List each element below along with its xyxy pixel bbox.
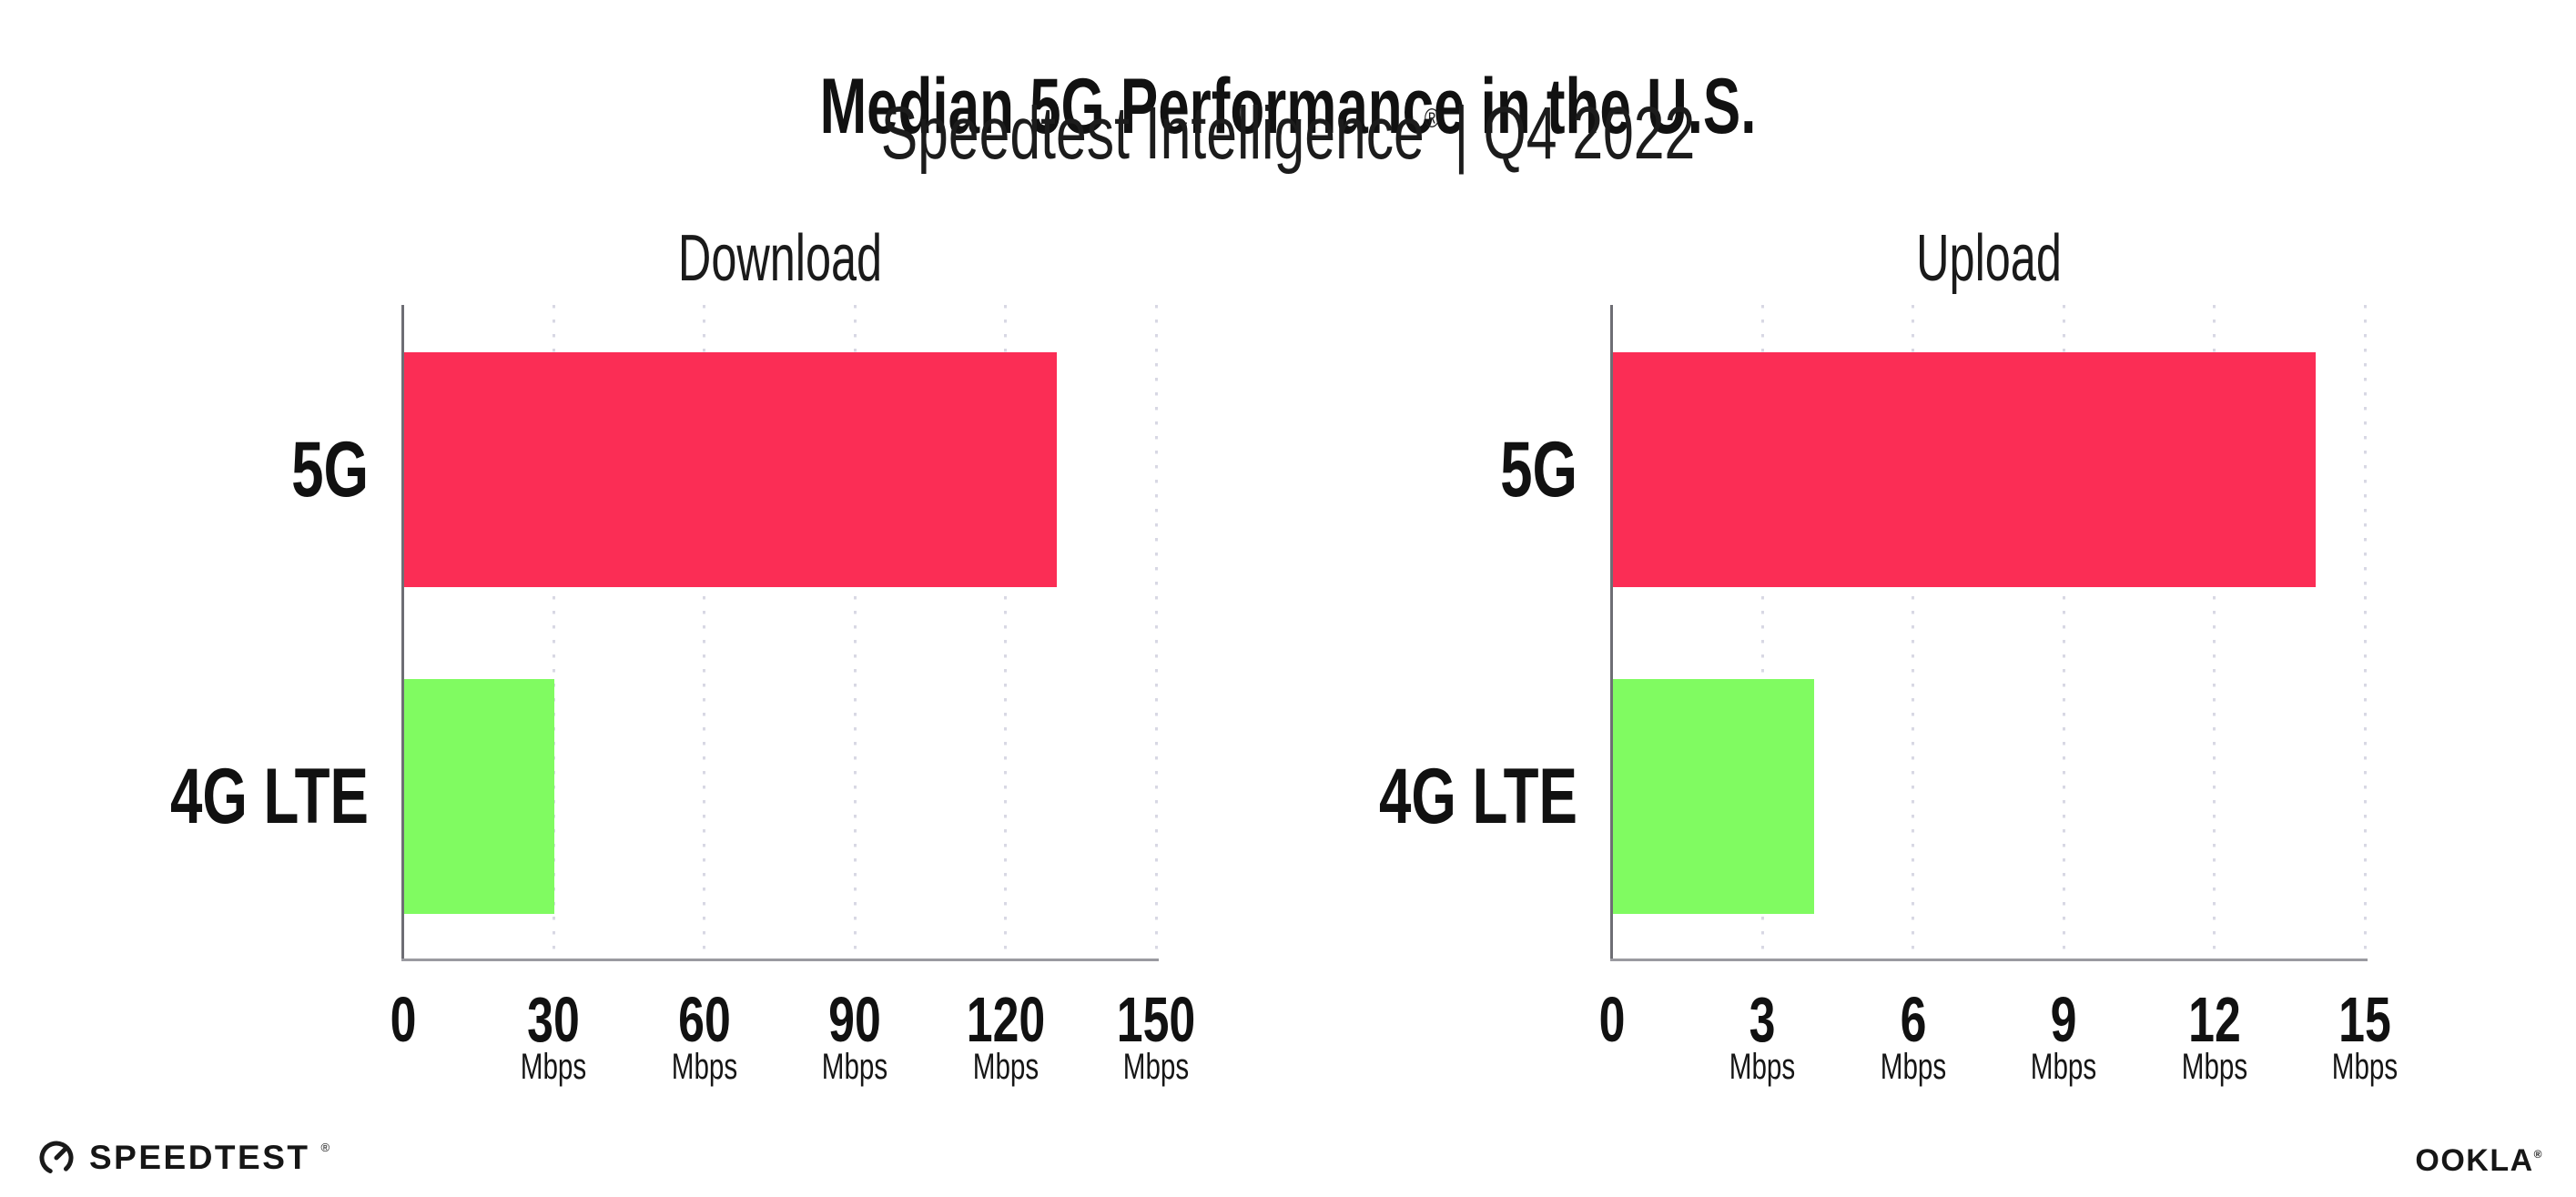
ookla-registered-mark: ®: [2533, 1148, 2543, 1161]
x-tick-3: 3: [1749, 984, 1776, 1055]
x-tick-unit-15: Mbps: [2331, 1047, 2399, 1087]
plot-area-download: [401, 305, 1159, 961]
ookla-wordmark: OOKLA: [2415, 1143, 2534, 1178]
chart-title-upload: Upload: [1915, 222, 2062, 295]
x-tick-unit-60: Mbps: [671, 1047, 737, 1087]
ookla-logo: OOKLA®: [2415, 1143, 2543, 1179]
gridline-3: [1760, 305, 1764, 959]
x-tick-15: 15: [2338, 984, 2391, 1055]
y-axis: [1610, 305, 1613, 960]
x-axis: [401, 959, 1159, 961]
x-tick-30: 30: [527, 984, 581, 1055]
bar-5g: [1613, 352, 2316, 587]
subtitle-divider: |: [1454, 92, 1469, 175]
gridline-12: [2213, 305, 2216, 959]
page-subtitle: Speedtest Intelligence® | Q4 2022: [880, 92, 1696, 175]
category-label-5g: 5G: [291, 426, 369, 513]
gridline-6: [1912, 305, 1915, 959]
chart-title-download: Download: [677, 222, 882, 295]
x-tick-unit-3: Mbps: [1729, 1047, 1796, 1087]
x-tick-12: 12: [2187, 984, 2241, 1055]
bar-5g: [404, 352, 1057, 587]
category-label-4g-lte: 4G LTE: [1378, 753, 1577, 840]
category-label-5g: 5G: [1500, 426, 1577, 513]
x-tick-unit-30: Mbps: [521, 1047, 587, 1087]
gridline-60: [703, 305, 706, 959]
x-tick-unit-150: Mbps: [1122, 1047, 1190, 1087]
x-tick-0: 0: [390, 984, 417, 1055]
x-tick-120: 120: [966, 984, 1045, 1055]
x-tick-unit-9: Mbps: [2030, 1047, 2097, 1087]
speedtest-logo: SPEEDTEST ®: [36, 1138, 331, 1178]
x-tick-150: 150: [1116, 984, 1196, 1055]
x-tick-60: 60: [677, 984, 731, 1055]
x-tick-unit-6: Mbps: [1880, 1047, 1946, 1087]
gridline-9: [2062, 305, 2065, 959]
x-tick-90: 90: [828, 984, 882, 1055]
subtitle-period: Q4 2022: [1483, 92, 1696, 175]
x-tick-9: 9: [2050, 984, 2077, 1055]
x-tick-unit-12: Mbps: [2181, 1047, 2247, 1087]
plot-area-upload: [1610, 305, 2368, 961]
page-title: Median 5G Performance in the U.S.: [819, 62, 1757, 150]
gridline-150: [1154, 305, 1158, 959]
bar-4g-lte: [1613, 679, 1814, 914]
x-tick-6: 6: [1900, 984, 1927, 1055]
x-tick-unit-90: Mbps: [821, 1047, 888, 1087]
speedtest-gauge-icon: [39, 1141, 74, 1175]
x-axis: [1610, 959, 2368, 961]
gridline-120: [1004, 305, 1008, 959]
y-axis: [401, 305, 404, 960]
speedtest-registered-mark: ®: [320, 1140, 330, 1154]
category-label-4g-lte: 4G LTE: [169, 753, 369, 840]
bar-4g-lte: [404, 679, 555, 914]
gridline-15: [2363, 305, 2367, 959]
subtitle-brand: Speedtest Intelligence: [880, 92, 1425, 175]
gridline-30: [552, 305, 555, 959]
x-tick-0: 0: [1598, 984, 1626, 1055]
gridline-90: [853, 305, 857, 959]
registered-trademark-symbol: ®: [1424, 104, 1440, 134]
x-tick-unit-120: Mbps: [972, 1047, 1039, 1087]
speedtest-wordmark: SPEEDTEST: [89, 1139, 310, 1176]
